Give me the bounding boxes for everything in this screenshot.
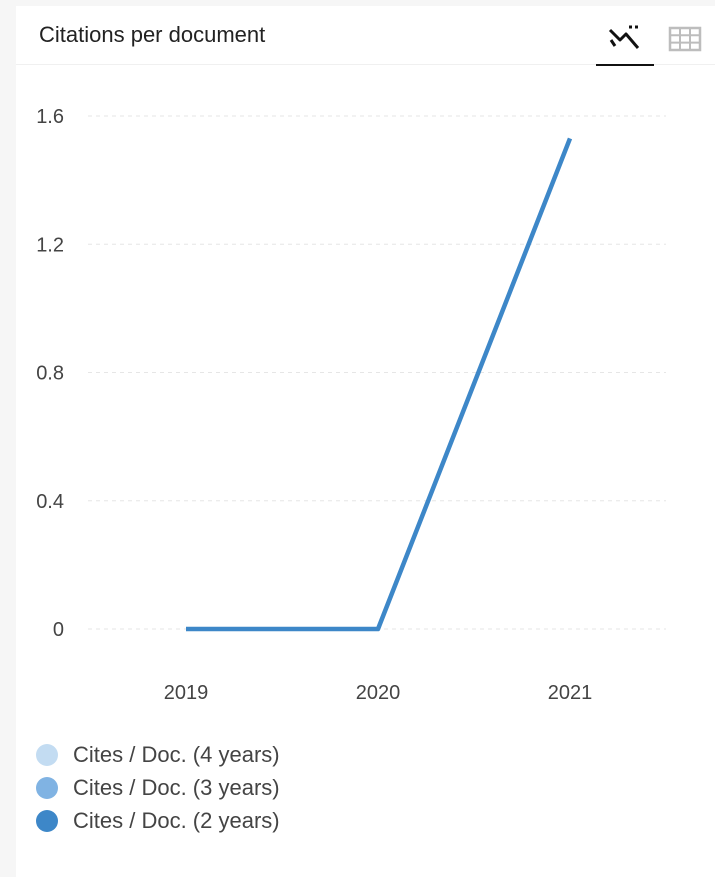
y-tick-label: 0.4 bbox=[36, 491, 64, 513]
legend-label: Cites / Doc. (4 years) bbox=[73, 741, 280, 767]
legend-swatch bbox=[36, 776, 58, 799]
chart-view-button[interactable] bbox=[596, 14, 654, 66]
card-header: Citations per document bbox=[16, 6, 715, 66]
x-tick-label: 2020 bbox=[356, 682, 401, 704]
legend-label: Cites / Doc. (2 years) bbox=[73, 807, 280, 833]
legend-item[interactable]: Cites / Doc. (3 years) bbox=[36, 771, 280, 804]
y-tick-label: 1.2 bbox=[36, 234, 64, 256]
legend-swatch bbox=[36, 809, 58, 832]
y-tick-label: 0.8 bbox=[36, 363, 64, 385]
y-tick-label: 1.6 bbox=[36, 106, 64, 128]
legend-item[interactable]: Cites / Doc. (2 years) bbox=[36, 804, 280, 837]
legend-label: Cites / Doc. (3 years) bbox=[73, 774, 280, 800]
series-line[interactable] bbox=[186, 137, 573, 632]
x-tick-label: 2021 bbox=[548, 682, 593, 704]
legend-item[interactable]: Cites / Doc. (4 years) bbox=[36, 738, 280, 771]
legend-swatch bbox=[36, 743, 58, 766]
table-grid-icon bbox=[668, 26, 702, 52]
chart-title: Citations per document bbox=[39, 22, 266, 47]
chart-legend: Cites / Doc. (4 years) Cites / Doc. (3 ye… bbox=[36, 738, 280, 837]
table-view-button[interactable] bbox=[656, 14, 714, 64]
chart-card: Citations per document 0 0.4 0.8 1.2 1.6 2019… bbox=[16, 6, 715, 877]
line-chart-icon bbox=[608, 25, 640, 49]
x-tick-label: 2019 bbox=[164, 682, 209, 704]
line-chart: 0 0.4 0.8 1.2 1.6 2019 2020 2021 bbox=[36, 106, 666, 704]
y-tick-label: 0 bbox=[53, 619, 64, 641]
